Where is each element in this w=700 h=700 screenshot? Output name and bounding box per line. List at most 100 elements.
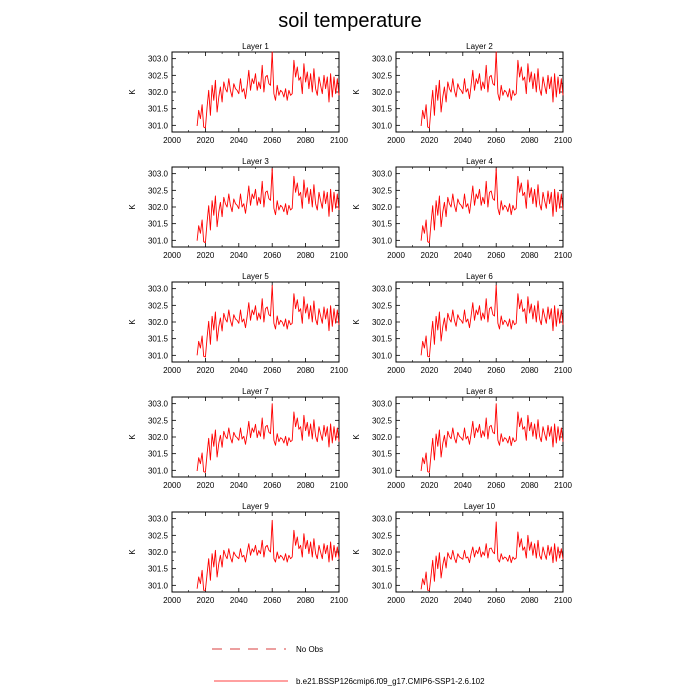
x-tick-label: 2020: [197, 481, 215, 490]
series-line-layer-1: [196, 51, 340, 129]
x-tick-label: 2000: [387, 596, 405, 605]
x-tick-label: 2100: [554, 251, 572, 260]
y-tick-label: 302.5: [148, 71, 169, 80]
series-line-layer-4: [420, 168, 564, 244]
panel-frame: [395, 511, 564, 593]
y-tick-label: 302.5: [372, 186, 393, 195]
y-axis-label: K: [352, 549, 361, 555]
x-tick-label: 2020: [197, 251, 215, 260]
panel-title: Layer 6: [466, 272, 493, 281]
y-tick-label: 303.0: [148, 285, 169, 294]
x-tick-label: 2080: [297, 596, 315, 605]
series-line-layer-6: [420, 284, 564, 358]
y-tick-label: 301.5: [372, 450, 393, 459]
y-axis-label: K: [352, 204, 361, 210]
panel-layer-4: Layer 4 2000 2020 2040 2060 2080 2100 301.0 301.…: [352, 157, 572, 260]
panel-title: Layer 5: [242, 272, 269, 281]
panel-layer-1: Layer 1 2000 2020 2040 2060 2080 2100 301.0 301.…: [128, 42, 348, 145]
panel-title: Layer 8: [466, 387, 493, 396]
series-line-layer-2: [420, 51, 564, 129]
panel-frame: [395, 166, 564, 248]
panel-frame: [171, 396, 340, 478]
x-tick-label: 2000: [387, 366, 405, 375]
x-tick-label: 2040: [454, 481, 472, 490]
panel-layer-10: Layer 10 2000 2020 2040 2060 2080 2100 301.0 301…: [352, 502, 572, 605]
x-tick-label: 2100: [554, 366, 572, 375]
y-tick-label: 301.0: [372, 466, 393, 475]
panel-frame: [395, 396, 564, 478]
x-tick-label: 2080: [521, 481, 539, 490]
x-tick-label: 2100: [330, 136, 348, 145]
y-tick-label: 302.5: [148, 531, 169, 540]
series-line-layer-7: [196, 403, 340, 473]
y-tick-label: 302.5: [372, 416, 393, 425]
x-tick-label: 2020: [197, 366, 215, 375]
x-tick-label: 2000: [163, 366, 181, 375]
x-tick-label: 2080: [521, 596, 539, 605]
x-tick-label: 2080: [521, 136, 539, 145]
x-tick-label: 2100: [554, 596, 572, 605]
panel-title: Layer 7: [242, 387, 269, 396]
x-tick-label: 2020: [421, 366, 439, 375]
panel-title: Layer 9: [242, 502, 269, 511]
panel-frame: [395, 281, 564, 363]
y-tick-label: 303.0: [372, 515, 393, 524]
y-tick-label: 301.5: [148, 450, 169, 459]
x-tick-label: 2020: [421, 251, 439, 260]
x-tick-label: 2040: [454, 251, 472, 260]
panel-title: Layer 2: [466, 42, 493, 51]
x-tick-label: 2020: [421, 596, 439, 605]
y-tick-label: 302.0: [372, 433, 393, 442]
y-axis-label: K: [128, 89, 137, 95]
series-line-layer-9: [196, 519, 340, 591]
y-tick-label: 302.0: [148, 433, 169, 442]
panel-frame: [171, 511, 340, 593]
y-tick-label: 302.0: [372, 318, 393, 327]
x-tick-label: 2080: [297, 366, 315, 375]
x-tick-label: 2000: [163, 136, 181, 145]
x-tick-label: 2080: [297, 251, 315, 260]
x-tick-label: 2100: [330, 251, 348, 260]
x-tick-label: 2000: [387, 136, 405, 145]
x-tick-label: 2040: [230, 481, 248, 490]
x-tick-label: 2000: [387, 481, 405, 490]
x-tick-label: 2100: [330, 366, 348, 375]
x-tick-label: 2040: [230, 596, 248, 605]
y-axis-label: K: [352, 319, 361, 325]
y-tick-label: 302.5: [372, 301, 393, 310]
panel-layer-5: Layer 5 2000 2020 2040 2060 2080 2100 301.0 301.…: [128, 272, 348, 375]
panel-title: Layer 4: [466, 157, 493, 166]
panel-layer-8: Layer 8 2000 2020 2040 2060 2080 2100 301.0 301.…: [352, 387, 572, 490]
x-tick-label: 2020: [197, 136, 215, 145]
legend-obs-label: No Obs: [296, 645, 323, 654]
x-tick-label: 2060: [263, 366, 281, 375]
y-axis-label: K: [128, 549, 137, 555]
x-tick-label: 2020: [197, 596, 215, 605]
y-tick-label: 301.5: [372, 105, 393, 114]
y-tick-label: 302.0: [372, 548, 393, 557]
x-tick-label: 2060: [487, 251, 505, 260]
panel-title: Layer 1: [242, 42, 269, 51]
x-tick-label: 2040: [454, 366, 472, 375]
x-tick-label: 2020: [421, 136, 439, 145]
y-tick-label: 303.0: [148, 55, 169, 64]
legend: No Obs b.e21.BSSP126cmip6.f09_g17.CMIP6-…: [212, 645, 485, 686]
y-tick-label: 303.0: [372, 400, 393, 409]
x-tick-label: 2000: [163, 251, 181, 260]
y-tick-label: 303.0: [148, 400, 169, 409]
y-tick-label: 301.0: [372, 236, 393, 245]
panel-layer-9: Layer 9 2000 2020 2040 2060 2080 2100 301.0 301.…: [128, 502, 348, 605]
panel-frame: [395, 51, 564, 133]
y-tick-label: 303.0: [148, 515, 169, 524]
x-tick-label: 2100: [330, 596, 348, 605]
y-axis-label: K: [352, 434, 361, 440]
y-tick-label: 301.5: [148, 565, 169, 574]
x-tick-label: 2000: [163, 481, 181, 490]
y-tick-label: 301.5: [372, 565, 393, 574]
y-tick-label: 301.0: [148, 466, 169, 475]
series-line-layer-8: [420, 403, 564, 473]
x-tick-label: 2060: [263, 596, 281, 605]
x-tick-label: 2020: [421, 481, 439, 490]
y-tick-label: 301.5: [372, 335, 393, 344]
x-tick-label: 2040: [454, 596, 472, 605]
